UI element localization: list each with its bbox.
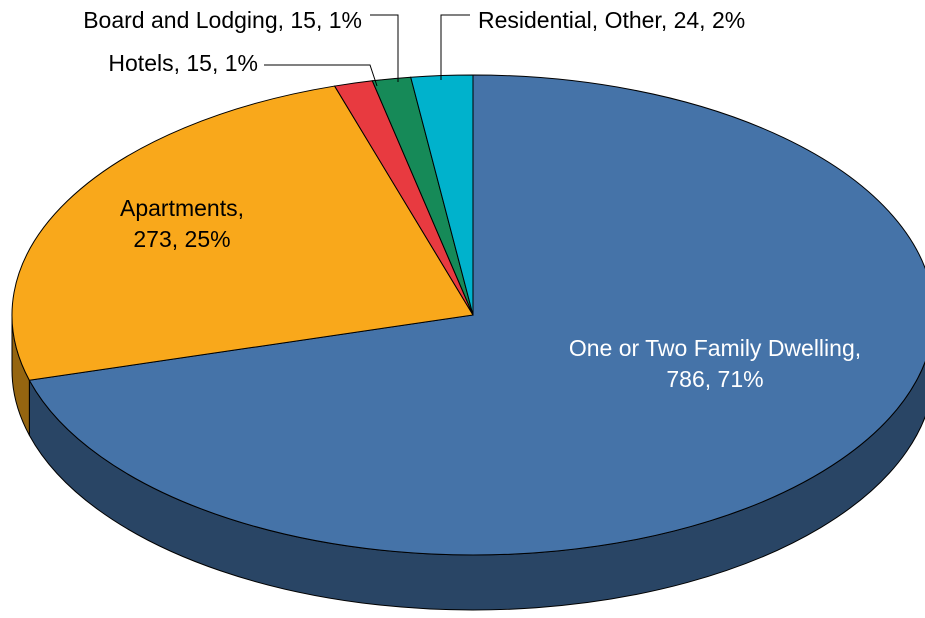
data-label: Hotels, 15, 1% — [108, 50, 258, 76]
leader-line — [440, 14, 470, 80]
data-label: 273, 25% — [133, 226, 230, 252]
leader-line — [370, 14, 399, 82]
pie-slice — [410, 74, 474, 316]
data-label: Board and Lodging, 15, 1% — [83, 7, 362, 33]
data-label: Apartments, — [120, 195, 244, 221]
pie-tops — [11, 74, 925, 556]
pie-slice — [11, 85, 474, 381]
pie-slice — [28, 74, 925, 556]
data-label: Residential, Other, 24, 2% — [478, 7, 745, 33]
labels: One or Two Family Dwelling, 786, 71% Apart… — [83, 7, 861, 392]
data-label: One or Two Family Dwelling, — [569, 335, 861, 361]
leader-line — [264, 64, 378, 87]
data-label: 786, 71% — [666, 366, 763, 392]
